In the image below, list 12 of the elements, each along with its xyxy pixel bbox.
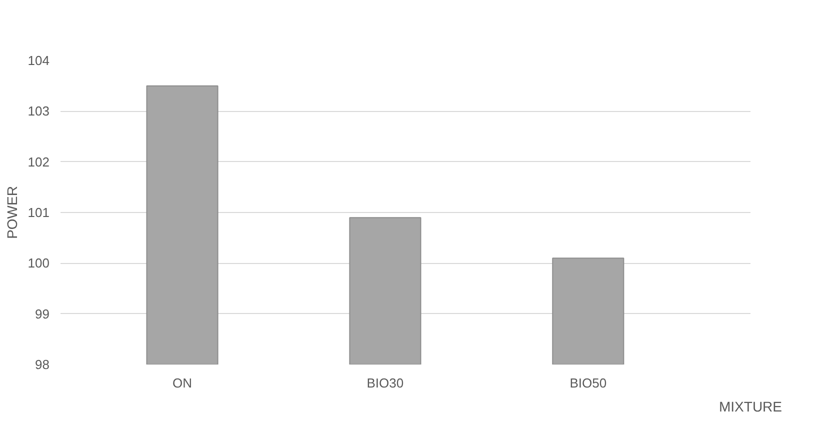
y-tick-label: 102 [28,154,50,170]
y-tick-label: 103 [28,104,50,119]
x-tick-label: BIO30 [366,376,404,390]
y-tick-label: 101 [28,205,50,220]
y-axis-title: POWER [4,186,20,239]
x-tick-label: ON [172,376,192,390]
y-tick-label: 104 [28,53,50,68]
y-tick-label: 98 [35,357,50,372]
y-tick-label: 100 [28,256,50,271]
y-tick-label: 99 [35,306,50,322]
x-axis-title: MIXTURE [719,398,782,414]
x-tick-label: BIO50 [570,376,607,390]
